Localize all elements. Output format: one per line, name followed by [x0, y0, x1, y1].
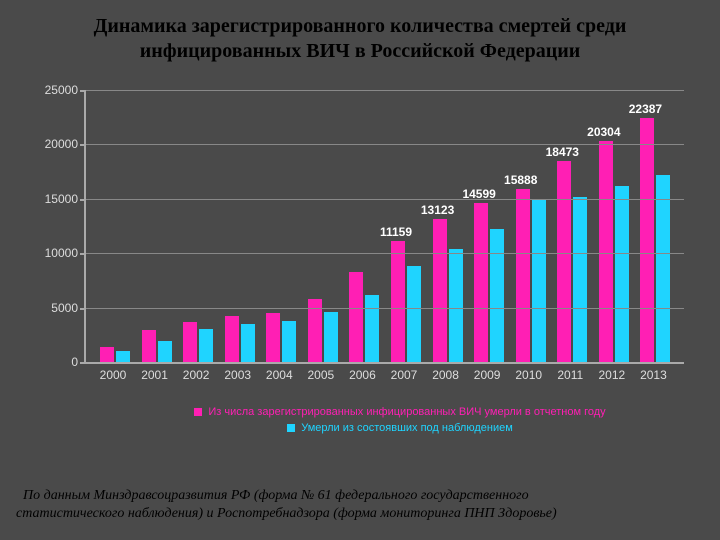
bar-s2	[324, 312, 338, 362]
title-line-2: инфицированных ВИЧ в Российской Федераци…	[140, 40, 581, 62]
footnote-indent	[16, 488, 23, 503]
x-category-label: 2010	[510, 368, 548, 382]
y-tick-mark	[80, 144, 86, 146]
title-line-1: Динамика зарегистрированного количества …	[94, 15, 627, 37]
x-category-label: 2008	[427, 368, 465, 382]
bar-s1	[183, 322, 197, 362]
footnote: По данным Минздравсоцразвития РФ (форма …	[16, 487, 704, 522]
slide: Динамика зарегистрированного количества …	[0, 0, 720, 540]
bar-s2	[490, 229, 504, 362]
bar-s2	[241, 324, 255, 362]
y-tick-label: 5000	[30, 301, 78, 315]
bar-s1	[474, 203, 488, 362]
bar-s2	[365, 295, 379, 362]
x-category-label: 2009	[468, 368, 506, 382]
bar-s2	[282, 321, 296, 362]
y-tick-mark	[80, 199, 86, 201]
legend-swatch	[287, 424, 295, 432]
bar-s2	[573, 197, 587, 362]
bar-s2	[158, 341, 172, 362]
data-label: 18473	[539, 145, 585, 159]
grid-line	[86, 199, 684, 200]
x-category-label: 2000	[94, 368, 132, 382]
bar-s1	[640, 118, 654, 362]
data-label: 13123	[415, 203, 461, 217]
data-label: 20304	[581, 125, 627, 139]
legend-row: Умерли из состоявших под наблюдением	[130, 422, 670, 434]
y-tick-mark	[80, 362, 86, 364]
x-category-label: 2005	[302, 368, 340, 382]
chart: 0 5000 10000 15000 20000 25000 2000 20012002 20…	[30, 86, 690, 446]
legend-label: Из числа зарегистрированных инфицированн…	[208, 406, 605, 418]
x-category-label: 2013	[634, 368, 672, 382]
x-category-label: 2003	[219, 368, 257, 382]
bar-s2	[615, 186, 629, 362]
x-category-label: 2001	[136, 368, 174, 382]
x-category-label: 2002	[177, 368, 215, 382]
bar-s1	[266, 313, 280, 362]
bar-s2	[116, 351, 130, 362]
y-tick-label: 20000	[30, 137, 78, 151]
bar-s2	[199, 329, 213, 362]
data-label: 11159	[373, 225, 419, 239]
bar-s2	[532, 199, 546, 362]
y-tick-label: 15000	[30, 192, 78, 206]
x-category-label: 2004	[260, 368, 298, 382]
bar-s1	[225, 316, 239, 362]
grid-line	[86, 308, 684, 309]
legend: Из числа зарегистрированных инфицированн…	[130, 406, 670, 438]
bar-s1	[557, 161, 571, 362]
legend-swatch	[194, 408, 202, 416]
legend-label: Умерли из состоявших под наблюдением	[301, 422, 513, 434]
grid-line	[86, 253, 684, 254]
data-label: 14599	[456, 187, 502, 201]
x-category-label: 2007	[385, 368, 423, 382]
bar-s2	[656, 175, 670, 362]
data-label: 22387	[622, 102, 668, 116]
y-tick-label: 10000	[30, 246, 78, 260]
grid-line	[86, 90, 684, 91]
x-category-label: 2006	[343, 368, 381, 382]
data-label: 15888	[498, 173, 544, 187]
x-category-label: 2011	[551, 368, 589, 382]
bar-s1	[516, 189, 530, 362]
bar-s1	[599, 141, 613, 362]
legend-row: Из числа зарегистрированных инфицированн…	[130, 406, 670, 418]
footnote-line-1: По данным Минздравсоцразвития РФ (форма …	[23, 488, 529, 503]
bar-s1	[433, 219, 447, 362]
bar-s1	[391, 241, 405, 362]
x-category-label: 2012	[593, 368, 631, 382]
chart-title: Динамика зарегистрированного количества …	[0, 14, 720, 64]
bar-s1	[100, 347, 114, 362]
grid-line	[86, 144, 684, 145]
bar-s1	[349, 272, 363, 362]
y-tick-mark	[80, 308, 86, 310]
bar-s2	[407, 266, 421, 362]
y-tick-mark	[80, 90, 86, 92]
bar-s1	[142, 330, 156, 362]
bar-s2	[449, 249, 463, 362]
y-tick-label: 0	[30, 355, 78, 369]
y-tick-label: 25000	[30, 83, 78, 97]
y-tick-mark	[80, 253, 86, 255]
footnote-line-2: статистического наблюдения) и Роспотребн…	[16, 506, 557, 521]
